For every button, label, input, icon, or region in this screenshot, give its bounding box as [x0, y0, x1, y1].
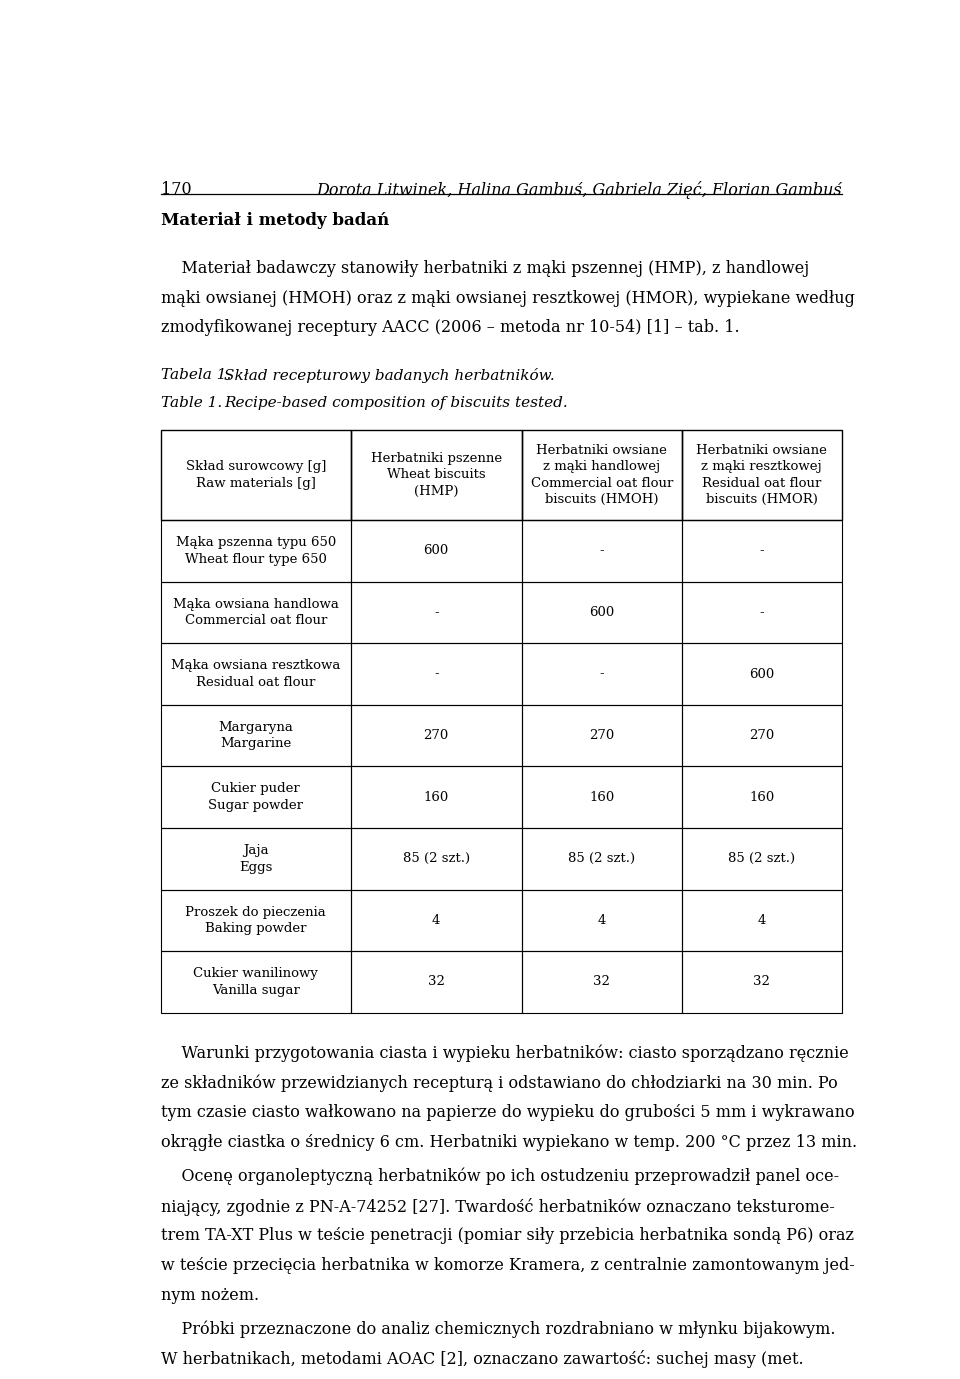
Bar: [682, 430, 842, 520]
Bar: [522, 952, 682, 1012]
Bar: [682, 582, 842, 643]
Bar: [161, 520, 350, 582]
Bar: [682, 767, 842, 827]
Bar: [161, 430, 350, 520]
Bar: [522, 705, 682, 767]
Text: Mąka owsiana resztkowa
Residual oat flour: Mąka owsiana resztkowa Residual oat flou…: [171, 659, 341, 688]
Bar: [682, 952, 842, 1012]
Bar: [350, 520, 522, 582]
Bar: [161, 827, 350, 889]
Bar: [522, 889, 682, 952]
Text: -: -: [759, 545, 764, 557]
Bar: [161, 582, 350, 643]
Text: 160: 160: [589, 790, 614, 804]
Text: 270: 270: [749, 729, 775, 742]
Text: Jaja
Eggs: Jaja Eggs: [239, 844, 273, 873]
Text: Materiał i metody badań: Materiał i metody badań: [161, 212, 389, 229]
Bar: [522, 582, 682, 643]
Text: Recipe-based composition of biscuits tested.: Recipe-based composition of biscuits tes…: [225, 396, 568, 410]
Text: Herbatniki pszenne
Wheat biscuits
(HMP): Herbatniki pszenne Wheat biscuits (HMP): [371, 452, 502, 498]
Text: Materiał badawczy stanowiły herbatniki z mąki pszennej (HMP), z handlowej: Materiał badawczy stanowiły herbatniki z…: [161, 261, 809, 277]
Text: 4: 4: [757, 914, 766, 927]
Text: -: -: [599, 545, 604, 557]
Bar: [161, 705, 350, 767]
Text: 85 (2 szt.): 85 (2 szt.): [568, 852, 636, 865]
Bar: [350, 582, 522, 643]
Text: 170: 170: [161, 182, 192, 199]
Text: Ocenę organoleptyczną herbatników po ich ostudzeniu przeprowadził panel oce-: Ocenę organoleptyczną herbatników po ich…: [161, 1168, 839, 1186]
Text: trem TA-XT Plus w teście penetracji (pomiar siły przebicia herbatnika sondą P6) : trem TA-XT Plus w teście penetracji (pom…: [161, 1227, 854, 1244]
Text: okrągłe ciastka o średnicy 6 cm. Herbatniki wypiekano w temp. 200 °C przez 13 mi: okrągłe ciastka o średnicy 6 cm. Herbatn…: [161, 1134, 857, 1151]
Bar: [161, 643, 350, 705]
Text: 160: 160: [749, 790, 775, 804]
Bar: [350, 430, 522, 520]
Text: W herbatnikach, metodami AOAC [2], oznaczano zawartość: suchej masy (met.: W herbatnikach, metodami AOAC [2], oznac…: [161, 1350, 804, 1368]
Text: 600: 600: [589, 605, 614, 619]
Bar: [350, 643, 522, 705]
Text: Skład recepturowy badanych herbatników.: Skład recepturowy badanych herbatników.: [225, 368, 555, 383]
Text: 32: 32: [754, 975, 770, 989]
Bar: [682, 705, 842, 767]
Text: 4: 4: [597, 914, 606, 927]
Text: 85 (2 szt.): 85 (2 szt.): [402, 852, 469, 865]
Text: 600: 600: [749, 667, 775, 681]
Bar: [682, 889, 842, 952]
Text: ze składników przewidzianych recepturą i odstawiano do chłodziarki na 30 min. Po: ze składników przewidzianych recepturą i…: [161, 1074, 838, 1092]
Bar: [350, 705, 522, 767]
Text: Skład surowcowy [g]
Raw materials [g]: Skład surowcowy [g] Raw materials [g]: [185, 461, 326, 490]
Text: Próbki przeznaczone do analiz chemicznych rozdrabniano w młynku bijakowym.: Próbki przeznaczone do analiz chemicznyc…: [161, 1321, 835, 1338]
Text: -: -: [759, 605, 764, 619]
Bar: [522, 520, 682, 582]
Text: 270: 270: [423, 729, 449, 742]
Text: Herbatniki owsiane
z mąki resztkowej
Residual oat flour
biscuits (HMOR): Herbatniki owsiane z mąki resztkowej Res…: [696, 444, 828, 506]
Bar: [350, 767, 522, 827]
Text: Table 1.: Table 1.: [161, 396, 222, 410]
Text: Tabela 1.: Tabela 1.: [161, 368, 231, 382]
Text: w teście przecięcia herbatnika w komorze Kramera, z centralnie zamontowanym jed-: w teście przecięcia herbatnika w komorze…: [161, 1258, 854, 1274]
Bar: [161, 767, 350, 827]
Bar: [161, 952, 350, 1012]
Text: 32: 32: [428, 975, 444, 989]
Text: -: -: [599, 667, 604, 681]
Text: -: -: [434, 667, 439, 681]
Text: Mąka pszenna typu 650
Wheat flour type 650: Mąka pszenna typu 650 Wheat flour type 6…: [176, 536, 336, 565]
Text: Proszek do pieczenia
Baking powder: Proszek do pieczenia Baking powder: [185, 906, 326, 935]
Bar: [350, 952, 522, 1012]
Bar: [522, 827, 682, 889]
Bar: [682, 520, 842, 582]
Bar: [161, 889, 350, 952]
Bar: [682, 643, 842, 705]
Text: 160: 160: [423, 790, 449, 804]
Bar: [682, 827, 842, 889]
Bar: [350, 889, 522, 952]
Text: zmodyfikowanej receptury AACC (2006 – metoda nr 10-54) [1] – tab. 1.: zmodyfikowanej receptury AACC (2006 – me…: [161, 320, 739, 336]
Text: 32: 32: [593, 975, 611, 989]
Bar: [522, 643, 682, 705]
Bar: [350, 827, 522, 889]
Bar: [522, 430, 682, 520]
Text: 85 (2 szt.): 85 (2 szt.): [728, 852, 795, 865]
Text: Dorota Litwinek, Halina Gambuś, Gabriela Zięć, Florian Gambuś: Dorota Litwinek, Halina Gambuś, Gabriela…: [316, 182, 842, 200]
Text: Margaryna
Margarine: Margaryna Margarine: [218, 721, 293, 750]
Text: niający, zgodnie z PN-A-74252 [27]. Twardość herbatników oznaczano teksturome-: niający, zgodnie z PN-A-74252 [27]. Twar…: [161, 1197, 835, 1215]
Text: 4: 4: [432, 914, 441, 927]
Text: Warunki przygotowania ciasta i wypieku herbatników: ciasto sporządzano ręcznie: Warunki przygotowania ciasta i wypieku h…: [161, 1045, 849, 1062]
Text: nym nożem.: nym nożem.: [161, 1287, 259, 1303]
Text: tym czasie ciasto wałkowano na papierze do wypieku do grubości 5 mm i wykrawano: tym czasie ciasto wałkowano na papierze …: [161, 1105, 854, 1121]
Text: Mąka owsiana handlowa
Commercial oat flour: Mąka owsiana handlowa Commercial oat flo…: [173, 597, 339, 627]
Text: Cukier wanilinowy
Vanilla sugar: Cukier wanilinowy Vanilla sugar: [193, 967, 318, 997]
Text: Herbatniki owsiane
z mąki handlowej
Commercial oat flour
biscuits (HMOH): Herbatniki owsiane z mąki handlowej Comm…: [531, 444, 673, 506]
Text: -: -: [434, 605, 439, 619]
Text: 270: 270: [589, 729, 614, 742]
Text: 600: 600: [423, 545, 449, 557]
Text: Cukier puder
Sugar powder: Cukier puder Sugar powder: [208, 782, 303, 812]
Text: mąki owsianej (HMOH) oraz z mąki owsianej resztkowej (HMOR), wypiekane według: mąki owsianej (HMOH) oraz z mąki owsiane…: [161, 290, 854, 306]
Bar: [522, 767, 682, 827]
